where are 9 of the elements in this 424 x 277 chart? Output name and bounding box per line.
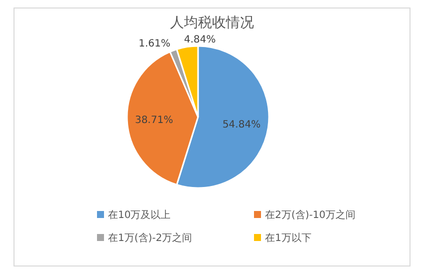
- data-label: 54.84%: [222, 120, 261, 131]
- chart-title: 人均税收情况: [170, 15, 254, 31]
- legend-label: 在2万(含)-10万之间: [265, 209, 356, 221]
- data-label: 38.71%: [134, 115, 174, 126]
- legend-label: 在10万及以上: [108, 209, 171, 221]
- legend-label: 在1万以下: [265, 232, 312, 244]
- legend-label: 在1万(含)-2万之间: [108, 232, 192, 244]
- data-label: 1.61%: [138, 38, 170, 50]
- data-label: 4.84%: [184, 34, 216, 46]
